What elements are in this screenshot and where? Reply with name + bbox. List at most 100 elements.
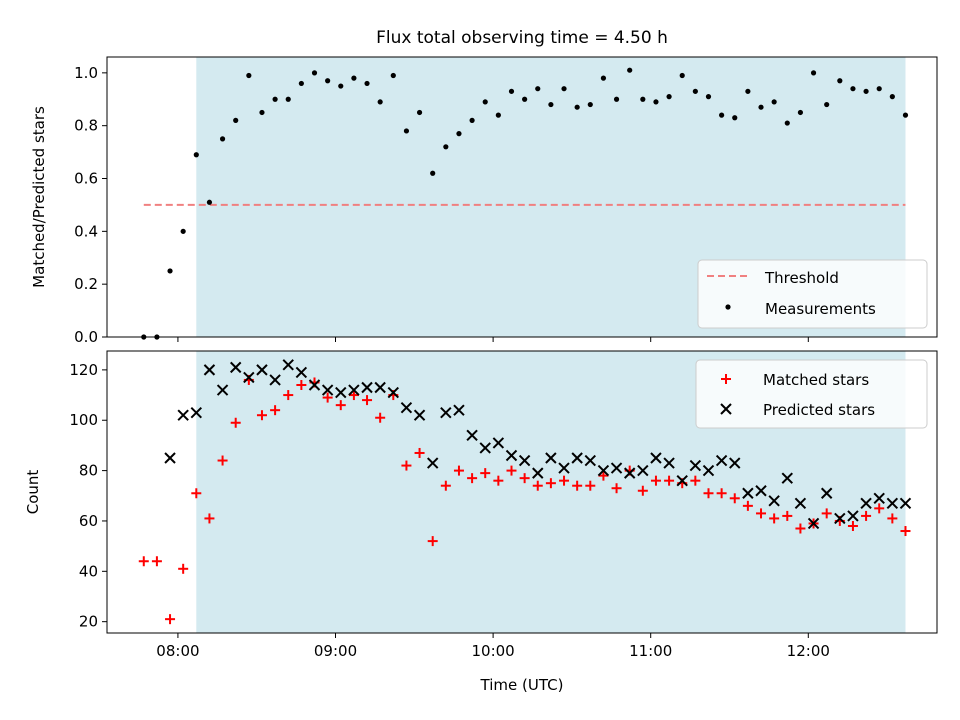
measurement-point: [600, 75, 607, 81]
measurement-point: [233, 117, 239, 123]
top-y-tick-label: 0.6: [74, 170, 98, 188]
measurement-point: [351, 75, 357, 81]
predicted-star-point: [256, 364, 268, 376]
matched-star-point: [900, 526, 911, 537]
measurement-point: [613, 96, 620, 102]
predicted-star-point: [886, 497, 899, 510]
matched-star-point: [401, 460, 412, 471]
predicted-star-point: [689, 459, 702, 472]
matched-star-point: [165, 614, 176, 625]
bottom-legend-box: [695, 359, 928, 429]
measurement-point: [456, 131, 462, 137]
predicted-star-point: [243, 371, 255, 384]
x-tick-label: 12:00: [787, 642, 830, 660]
measurement-point: [285, 96, 291, 102]
predicted-star-point: [387, 386, 400, 399]
legend-predicted-label: Predicted stars: [763, 401, 875, 419]
measurement-point: [180, 228, 186, 234]
matched-star-point: [506, 465, 517, 476]
measurement-point: [627, 67, 633, 73]
matched-star-point: [532, 480, 543, 491]
matched-star-point: [191, 488, 202, 499]
predicted-star-point: [361, 381, 373, 394]
predicted-star-point: [426, 457, 439, 469]
measurement-point: [692, 88, 698, 94]
measurement-point: [587, 101, 593, 108]
x-tick-label: 11:00: [629, 642, 672, 660]
predicted-star-point: [295, 366, 308, 379]
bottom-axis-ticks: 08:00 09:00 10:00 11:00 12:00 20 40 60 80 100 120: [69, 361, 830, 660]
matched-star-point: [650, 475, 661, 486]
matched-star-point: [362, 395, 373, 406]
measurement-point: [259, 109, 265, 116]
predicted-star-point: [348, 384, 360, 396]
top-y-axis-label: Matched/Predicted stars: [30, 106, 48, 288]
predicted-star-point: [505, 449, 518, 462]
predicted-star-point: [400, 401, 413, 414]
measurement-point: [561, 86, 567, 92]
top-y-tick-label: 1.0: [74, 64, 98, 82]
bottom-y-tick-label: 120: [69, 361, 98, 379]
matched-star-point: [427, 536, 438, 547]
measurement-point: [784, 120, 790, 126]
measurement-point: [325, 78, 331, 84]
top-axis-ticks: 0.0 0.2 0.4 0.6 0.8 1.0: [74, 64, 809, 346]
matched-star-point: [296, 379, 307, 390]
measurement-point: [837, 78, 843, 84]
predicted-star-point: [873, 492, 885, 505]
measurement-point: [219, 136, 226, 142]
predicted-star-point: [413, 409, 426, 421]
predicted-star-point: [899, 497, 912, 510]
matched-star-point: [585, 480, 596, 491]
predicted-star-point: [755, 485, 767, 497]
matched-star-point: [256, 410, 267, 421]
matched-star-point: [335, 400, 346, 411]
legend-measurements-swatch: [725, 304, 731, 310]
measurement-point: [206, 199, 213, 205]
matched-star-point: [151, 556, 162, 567]
bottom-y-tick-label: 60: [79, 512, 98, 530]
predicted-star-point: [715, 454, 728, 467]
predicted-star-point: [190, 406, 203, 419]
legend-predicted-marker: [720, 403, 732, 415]
predicted-star-point: [571, 452, 583, 464]
measurement-point: [430, 170, 436, 176]
matched-star-point: [230, 417, 241, 428]
measurement-point: [850, 86, 856, 92]
measurement-point: [416, 109, 423, 116]
predicted-star-point: [216, 384, 229, 396]
matched-star-point: [611, 483, 622, 494]
predicted-star-point: [847, 510, 859, 522]
measurement-point: [193, 152, 199, 158]
predicted-star-point: [203, 364, 216, 376]
matched-star-point: [559, 475, 570, 486]
measurement-point: [824, 101, 830, 108]
matched-star-point: [138, 556, 149, 567]
bottom-axes-frame: [106, 350, 938, 634]
measurement-points: [141, 67, 909, 340]
measurement-point: [863, 88, 869, 94]
predicted-star-point: [440, 406, 452, 419]
predicted-star-point: [177, 409, 189, 421]
predicted-star-point: [374, 381, 386, 394]
legend-measurements-label: Measurements: [765, 300, 876, 318]
matched-star-point: [664, 475, 675, 486]
predicted-star-point: [794, 497, 807, 510]
predicted-star-point: [308, 379, 321, 391]
measurement-point: [311, 70, 318, 76]
measurement-point: [522, 96, 528, 102]
matched-star-point: [795, 523, 806, 534]
ratio-panel: 0.0 0.2 0.4 0.6 0.8 1.0 Matched/Predicted sta…: [30, 56, 938, 346]
measurement-point: [495, 112, 501, 118]
predicted-star-point: [781, 472, 793, 484]
measurement-point: [640, 96, 646, 102]
matched-star-point: [493, 475, 504, 486]
predicted-star-point: [558, 462, 570, 474]
matched-star-point: [519, 473, 530, 484]
bottom-y-tick-label: 100: [69, 411, 98, 429]
matched-star-point: [480, 468, 491, 479]
predicted-star-point: [492, 437, 505, 449]
matched-star-point: [637, 485, 648, 496]
count-panel: 08:00 09:00 10:00 11:00 12:0020406080100120 …: [24, 350, 938, 694]
